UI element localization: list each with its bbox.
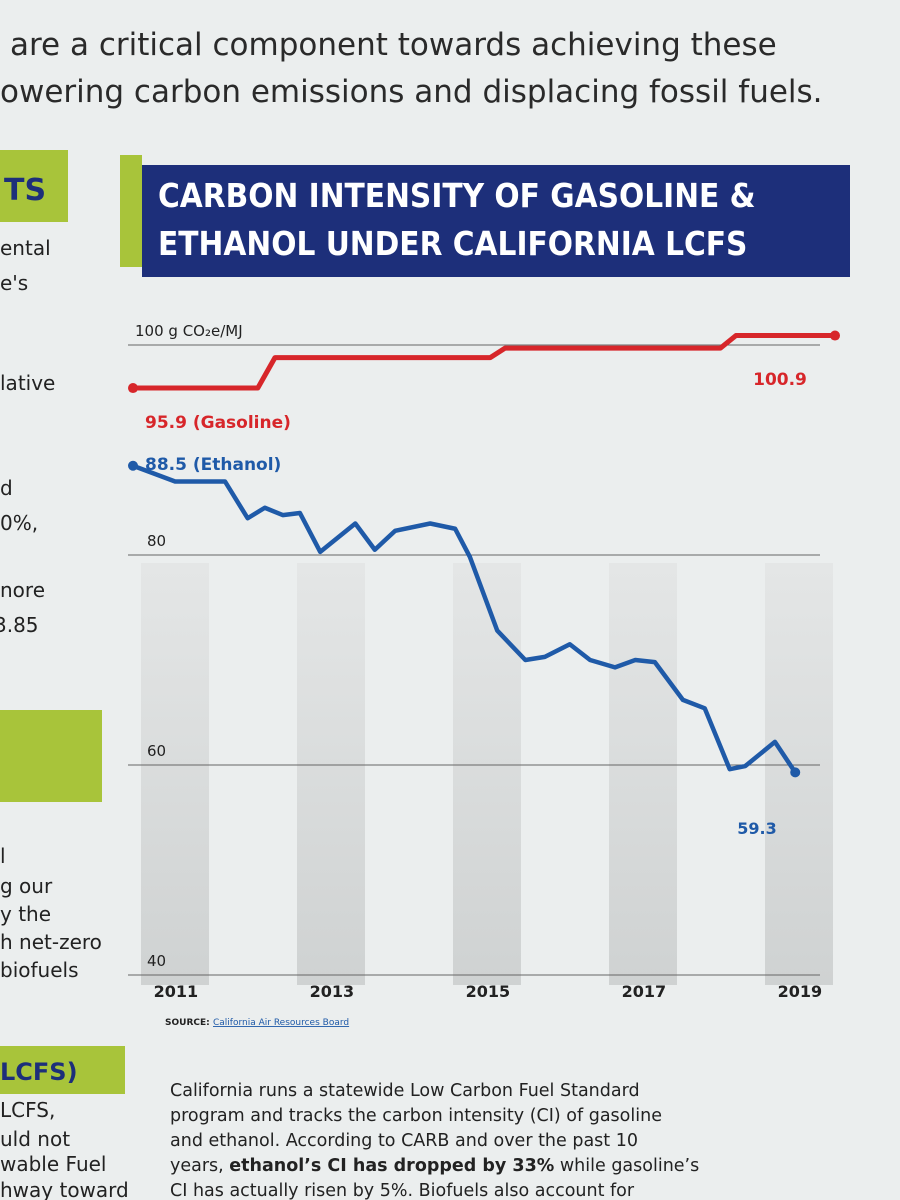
source: California Air Resources Board (213, 1018, 349, 1028)
chart-title: ETHANOL UNDER CALIFORNIA LCFS (158, 224, 747, 263)
sidebar-fragment: nore (0, 578, 45, 602)
bold-text: ethanol’s CI has dropped by 33% (229, 1156, 554, 1176)
end-point (790, 767, 801, 778)
sidebar-fragment: lative (0, 371, 55, 395)
sidebar-fragment: g our (0, 874, 53, 898)
header-line: owering carbon emissions and displacing … (0, 74, 823, 110)
sidebar-fragment: biofuels (0, 958, 79, 982)
y-tick-label: 100 g CO₂e/MJ (135, 322, 243, 340)
sidebar-fragment: 0%, (0, 511, 38, 535)
green-box (0, 1046, 125, 1094)
line-ethanol (132, 463, 798, 774)
year-band (141, 563, 209, 985)
x-tick-label: 2017 (622, 982, 667, 1001)
y-tick-label: 40 (147, 952, 166, 970)
sidebar-fragment: hway toward (0, 1178, 129, 1200)
line-gasoline (133, 333, 835, 391)
paragraph-line: program and tracks the carbon intensity … (170, 1106, 662, 1126)
chart: 2011 2013 2015 2017 2019 40 60 80 100 g CO₂e/MJ (128, 322, 840, 1001)
annotation: 59.3 (737, 819, 776, 838)
y-tick-label: 80 (147, 532, 166, 550)
paragraph-line: CI has actually risen by 5%. Biofuels al… (170, 1181, 635, 1200)
end-point (128, 460, 138, 471)
sidebar-fragment: h net-zero (0, 930, 102, 954)
sidebar-fragment: d (0, 476, 13, 500)
green-box (0, 150, 68, 222)
title-accent (120, 155, 142, 267)
box-text: LCFS) (0, 1058, 78, 1086)
sidebar-fragment: LCFS, (0, 1098, 55, 1122)
y-tick-label: 60 (147, 742, 166, 760)
paragraph-line: and ethanol. According to CARB and over … (170, 1131, 638, 1151)
sidebar-fragment: wable Fuel (0, 1152, 106, 1176)
text: years, (170, 1156, 229, 1176)
paragraph-line: years, ethanol’s CI has dropped by 33% w… (170, 1156, 699, 1176)
annotation: 88.5 (Ethanol) (145, 455, 281, 475)
x-tick-label: 2019 (778, 982, 823, 1001)
green-box (0, 710, 102, 802)
annotation: 100.9 (753, 370, 807, 390)
sidebar-fragment: 3.85 (0, 613, 39, 637)
sidebar-fragment: e's (0, 271, 28, 295)
end-point (128, 383, 138, 394)
text: while gasoline’s (554, 1156, 699, 1176)
year-band (609, 563, 677, 985)
sidebar-fragment: y the (0, 902, 51, 926)
chart-title: CARBON INTENSITY OF GASOLINE & (158, 176, 756, 215)
x-tick-label: 2015 (466, 982, 511, 1001)
sidebar-fragment: ental (0, 236, 51, 260)
year-band (453, 563, 521, 985)
year-band (297, 563, 365, 985)
paragraph-line: California runs a statewide Low Carbon F… (170, 1081, 640, 1101)
x-tick-label: 2011 (154, 982, 199, 1001)
sidebar-fragment: uld not (0, 1127, 70, 1151)
header-line: are a critical component towards achievi… (10, 27, 777, 63)
annotation: 95.9 (Gasoline) (145, 413, 291, 433)
source-label: SOURCE: (165, 1018, 210, 1028)
sidebar-fragment: l (0, 844, 6, 868)
x-tick-label: 2013 (310, 982, 355, 1001)
end-point (830, 330, 840, 341)
box-text: TS (4, 173, 46, 208)
sidebar-text: ental e's lative d 0%, nore 3.85 l g our y the h n… (0, 236, 129, 1200)
title-box (142, 165, 850, 277)
